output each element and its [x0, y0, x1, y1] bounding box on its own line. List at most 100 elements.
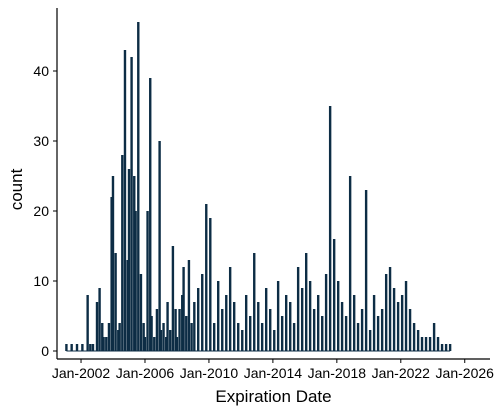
histogram-bar: [284, 295, 288, 351]
histogram-bar: [237, 323, 240, 351]
histogram-bar: [185, 316, 188, 351]
histogram-bar: [102, 337, 105, 351]
x-tick-label: Jan-2026: [436, 365, 495, 381]
histogram-bar: [344, 316, 348, 351]
histogram-bar: [193, 302, 196, 351]
histogram-bar: [65, 344, 68, 351]
histogram-bar: [149, 78, 152, 351]
histogram-bar: [292, 323, 296, 351]
histogram-bar: [340, 302, 344, 351]
histogram-bar: [225, 295, 228, 351]
histogram-bar: [178, 309, 181, 351]
y-tick-label: 40: [33, 63, 49, 79]
histogram-bar: [300, 288, 304, 351]
x-tick-label: Jan-2006: [116, 365, 175, 381]
histogram-bar: [126, 260, 129, 351]
x-tick-label: Jan-2014: [244, 365, 303, 381]
histogram-bar: [312, 309, 316, 351]
histogram-bar: [244, 295, 248, 351]
histogram-bar: [316, 295, 320, 351]
histogram-bar: [117, 330, 120, 351]
histogram-bar: [228, 267, 232, 351]
x-tick-label: Jan-2018: [308, 365, 367, 381]
histogram-bar: [190, 323, 193, 351]
histogram-bar: [241, 330, 244, 351]
histogram-bar: [171, 246, 175, 351]
histogram-bar: [114, 253, 117, 351]
histogram-bar: [158, 141, 161, 351]
histogram-bar: [232, 302, 236, 351]
histogram-bar: [372, 295, 376, 351]
histogram-bar: [249, 316, 252, 351]
histogram-bar: [146, 211, 149, 351]
y-axis-title: count: [7, 168, 26, 210]
histogram-bar: [155, 309, 159, 351]
histogram-bar: [348, 176, 352, 351]
histogram-bar: [289, 302, 292, 351]
histogram-bar: [388, 267, 392, 351]
histogram-bar: [321, 316, 324, 351]
histogram-bar: [432, 323, 436, 351]
histogram-bar: [324, 274, 328, 351]
x-tick-label: Jan-2010: [180, 365, 239, 381]
histogram-bar: [276, 281, 280, 351]
histogram-bar: [408, 309, 412, 351]
y-tick-label: 0: [41, 343, 49, 359]
histogram-bar: [118, 323, 121, 351]
histogram-bar: [153, 337, 156, 351]
histogram-bar: [221, 309, 224, 351]
histogram-bar: [134, 211, 137, 351]
histogram-bar: [86, 295, 89, 351]
histogram-bar: [400, 295, 404, 351]
histogram-bar: [352, 295, 356, 351]
histogram-bar: [420, 337, 424, 351]
histogram-bar: [212, 323, 216, 351]
histogram-bar: [205, 204, 208, 351]
histogram-bar: [81, 344, 84, 351]
x-tick-label: Jan-2022: [372, 365, 431, 381]
histogram-bar: [143, 337, 147, 351]
histogram-bar: [89, 344, 92, 351]
histogram-bar: [142, 323, 145, 351]
histogram-bar: [436, 337, 440, 351]
histogram-bar: [412, 323, 416, 351]
histogram-bars: [65, 22, 452, 352]
histogram-bar: [111, 176, 115, 351]
histogram-bar: [360, 309, 364, 351]
histogram-bar: [182, 267, 185, 351]
y-tick-label: 10: [33, 273, 49, 289]
histogram-bar: [332, 239, 336, 351]
histogram-bar: [440, 344, 444, 351]
histogram-bar: [444, 344, 448, 351]
histogram-bar: [368, 330, 372, 351]
histogram-bar: [105, 337, 108, 351]
histogram-bar: [181, 295, 184, 351]
y-axis-ticks: 0 10 20 30 40: [33, 63, 57, 359]
histogram-bar: [380, 309, 384, 351]
histogram-bar: [308, 281, 312, 351]
histogram-bar: [424, 337, 428, 351]
histogram-bar: [260, 323, 264, 351]
histogram-bar: [101, 323, 104, 351]
histogram-bar: [336, 281, 340, 351]
x-axis-title: Expiration Date: [215, 387, 331, 406]
histogram-bar: [98, 288, 101, 351]
histogram-bar: [169, 330, 172, 351]
histogram-bar: [201, 274, 204, 351]
histogram-bar: [280, 316, 284, 351]
histogram-bar: [187, 260, 191, 351]
histogram-bar: [296, 267, 300, 351]
histogram-bar: [304, 253, 308, 351]
histogram-bar: [127, 169, 131, 351]
histogram-bar: [130, 57, 133, 351]
histogram-bar: [273, 330, 276, 351]
histogram-bar: [95, 302, 99, 351]
histogram-bar: [217, 281, 220, 351]
histogram-bar: [91, 344, 95, 351]
histogram-bar: [269, 309, 272, 351]
histogram-bar: [159, 330, 163, 351]
histogram-bar: [428, 337, 432, 351]
histogram-bar: [328, 106, 332, 351]
histogram-bar: [197, 288, 200, 351]
